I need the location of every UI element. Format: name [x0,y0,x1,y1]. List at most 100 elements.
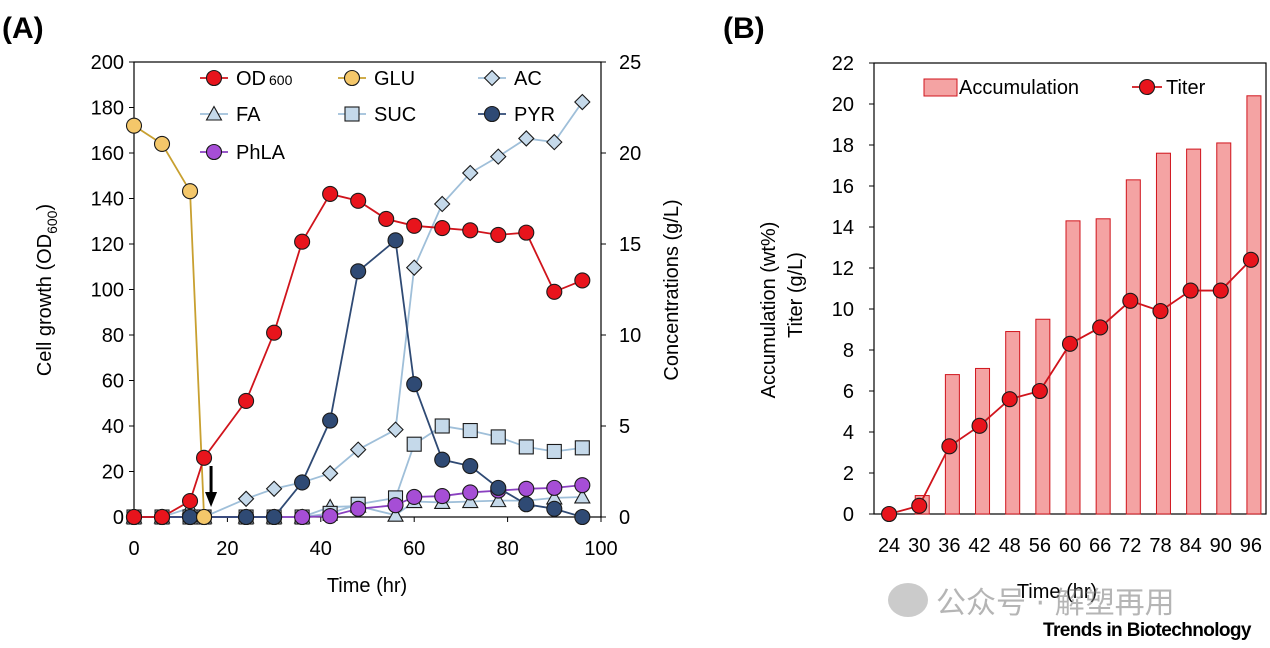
data-point-od600 [238,392,255,410]
data-point-od600 [181,493,199,510]
bar-accumulation [975,367,991,515]
x-tick-label: 100 [584,538,617,560]
data-point-phla [546,479,563,496]
data-point-pyr [322,412,339,429]
data-point-od600 [574,272,591,289]
y-tick-label: 16 [832,176,854,198]
series-line-glu [133,124,205,518]
y-right-axis-title: Concentrations (g/L) [661,199,683,380]
data-point-pyr [238,508,255,526]
series-line-pyr [134,238,583,518]
data-point-suc [434,418,450,434]
legend-entry-ac: AC [478,68,542,90]
x-tick-label: 20 [216,538,238,560]
legend-marker [205,105,223,121]
data-point-od600 [322,185,339,202]
legend-label: PhLA [236,142,286,164]
data-point-od600 [546,283,563,300]
x-tick-label: 48 [999,535,1021,557]
y-tick-label: 8 [843,340,854,362]
y-right-tick-label: 5 [619,416,630,438]
data-point-titer [1061,335,1079,352]
y-right-tick-label: 15 [619,234,641,256]
legend-entry-suc: SUC [338,104,416,126]
data-point-titer [1182,282,1199,299]
legend-entry-glu: GLU [338,68,415,90]
legend-entry-od600: OD 600 [200,68,293,90]
data-point-ac [433,195,451,213]
y-tick-label: 14 [832,217,854,239]
y-left-tick-label: 80 [102,325,124,347]
legend-entry-accumulation: Accumulation [923,77,1079,99]
data-point-phla [294,508,311,526]
data-point-pyr [574,508,591,526]
x-tick-label: 78 [1149,535,1171,557]
data-point-phla [322,508,339,525]
data-point-suc [462,422,478,439]
data-point-titer [1001,391,1018,408]
data-point-od600 [294,233,311,250]
legend-entry-phla: PhLA [200,142,286,164]
data-point-od600 [125,508,143,526]
legend-marker [205,69,223,87]
x-tick-label: 72 [1119,535,1141,557]
legend-marker [205,143,223,161]
x-tick-label: 24 [878,535,900,557]
data-point-od600 [378,210,395,228]
legend-label: OD 600 [236,68,293,90]
data-point-od600 [462,222,479,239]
x-tick-label: 90 [1210,535,1232,557]
data-point-phla [574,477,591,494]
legend-marker [483,105,501,123]
x-tick-label: 60 [403,538,425,560]
bar-accumulation [1186,148,1202,515]
bar-accumulation [1065,220,1081,515]
data-point-titer [911,497,928,514]
data-point-titer [1212,282,1229,299]
x-tick-label: 96 [1240,535,1262,557]
legend-label: PYR [514,104,555,126]
data-point-ac [574,93,591,111]
data-point-phla [350,500,367,517]
y-left-tick-label: 60 [102,371,124,393]
y-tick-label: 4 [843,422,854,444]
data-point-ac [387,421,404,438]
data-point-od600 [406,217,423,234]
data-point-glu [181,183,199,200]
y-axis-title-titer: Titer (g/L) [785,252,807,338]
data-point-phla [406,488,423,506]
bar-accumulation [1035,318,1051,515]
data-point-pyr [406,376,423,393]
data-point-phla [434,488,451,505]
panel-a-label: (A) [2,12,44,45]
x-tick-label: 84 [1179,535,1201,557]
data-point-suc [518,439,534,455]
data-point-titer [881,505,898,523]
y-right-tick-label: 10 [619,325,641,347]
legend-b: Accumulation Titer [923,77,1206,99]
x-tick-label: 66 [1089,535,1111,557]
data-point-glu [153,135,171,152]
y-left-tick-label: 120 [91,234,124,256]
data-point-pyr [518,496,535,513]
y-tick-label: 0 [843,504,854,526]
data-point-pyr [546,500,563,517]
legend-marker [483,69,501,87]
legend-label: FA [236,104,261,126]
x-tick-label: 0 [128,538,139,560]
data-point-ac [405,259,423,276]
panel-b-label: (B) [723,12,765,45]
series-titer [881,251,1259,523]
legend-label: AC [514,68,542,90]
data-point-pyr [462,457,479,475]
y-left-tick-label: 160 [91,143,124,165]
data-point-od600 [196,449,213,466]
legend-entry-titer: Titer [1132,77,1206,99]
chat-icon [888,583,928,617]
bar-accumulation [1005,331,1021,515]
data-point-ac [321,465,339,482]
data-point-pyr [490,479,507,496]
data-point-pyr [350,263,367,280]
x-tick-label: 36 [938,535,960,557]
